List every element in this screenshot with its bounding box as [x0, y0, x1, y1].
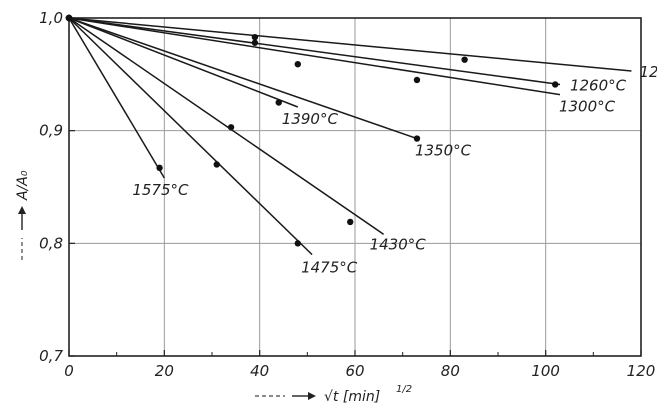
x-tick-label: 60	[345, 362, 364, 380]
data-point-1300	[413, 76, 421, 84]
plot-frame	[68, 17, 642, 357]
x-tick-label: 40	[250, 362, 269, 380]
x-tick-label: 100	[531, 362, 560, 380]
series-label-1390: 1390°C	[282, 110, 339, 128]
series-label-1260: 1260°C	[570, 76, 627, 94]
series-line-1260	[68, 17, 561, 86]
x-tick-labels: 0 20 40 60 80 100 120	[64, 362, 655, 380]
series-label-1300: 1300°C	[559, 98, 616, 116]
series-labels: 1280°C 1260°C 1300°C 1390°C 1350°C 1575°C 1475…	[132, 63, 657, 277]
data-point-1280	[461, 56, 468, 63]
x-tick-label: 20	[155, 362, 174, 380]
y-tick-labels: 0,7 0,8 0,9 1,0	[39, 9, 63, 365]
data-point-1300	[294, 60, 301, 68]
x-axis-arrow-head	[308, 392, 316, 400]
series-line-1575	[68, 17, 165, 179]
y-tick-label: 0,8	[39, 234, 63, 252]
data-point-1390	[275, 99, 282, 106]
series-line-1280	[68, 17, 632, 72]
data-point-1575	[156, 164, 163, 172]
series-line-1430	[68, 17, 385, 235]
data-point-1260	[552, 81, 559, 88]
series-group	[65, 14, 632, 256]
x-axis-label: √t [min]	[324, 389, 380, 405]
grid	[68, 17, 642, 357]
y-axis-title: A/A₀	[15, 170, 31, 260]
series-label-1575: 1575°C	[132, 181, 189, 199]
y-tick-label: 1,0	[39, 9, 63, 27]
data-point-1475	[294, 240, 301, 247]
series-label-1280: 1280°C	[639, 63, 657, 81]
data-point-1260	[251, 39, 259, 46]
data-point-1350	[413, 135, 421, 142]
x-tick-label: 0	[64, 362, 74, 380]
x-tick-label: 80	[441, 362, 460, 380]
x-tick-label: 120	[627, 362, 656, 380]
y-tick-label: 0,9	[39, 122, 63, 140]
series-label-1350: 1350°C	[415, 142, 472, 160]
series-line-1350	[68, 17, 418, 140]
data-point-1430	[65, 14, 73, 22]
y-tick-label: 0,7	[39, 347, 63, 365]
x-axis-title: √t [min] 1/2	[255, 384, 412, 405]
series-line-1390	[68, 17, 299, 108]
series-line-1300	[68, 17, 561, 96]
series-label-1430: 1430°C	[370, 235, 427, 253]
data-point-1430	[347, 218, 354, 226]
data-point-1280	[251, 33, 259, 41]
y-axis-label: A/A₀	[15, 170, 31, 201]
series-label-1475: 1475°C	[301, 259, 358, 277]
x-axis-label-exponent: 1/2	[396, 384, 412, 395]
series-line-1475	[68, 17, 313, 256]
data-point-1475	[213, 161, 220, 168]
y-axis-arrow-head	[18, 206, 26, 214]
